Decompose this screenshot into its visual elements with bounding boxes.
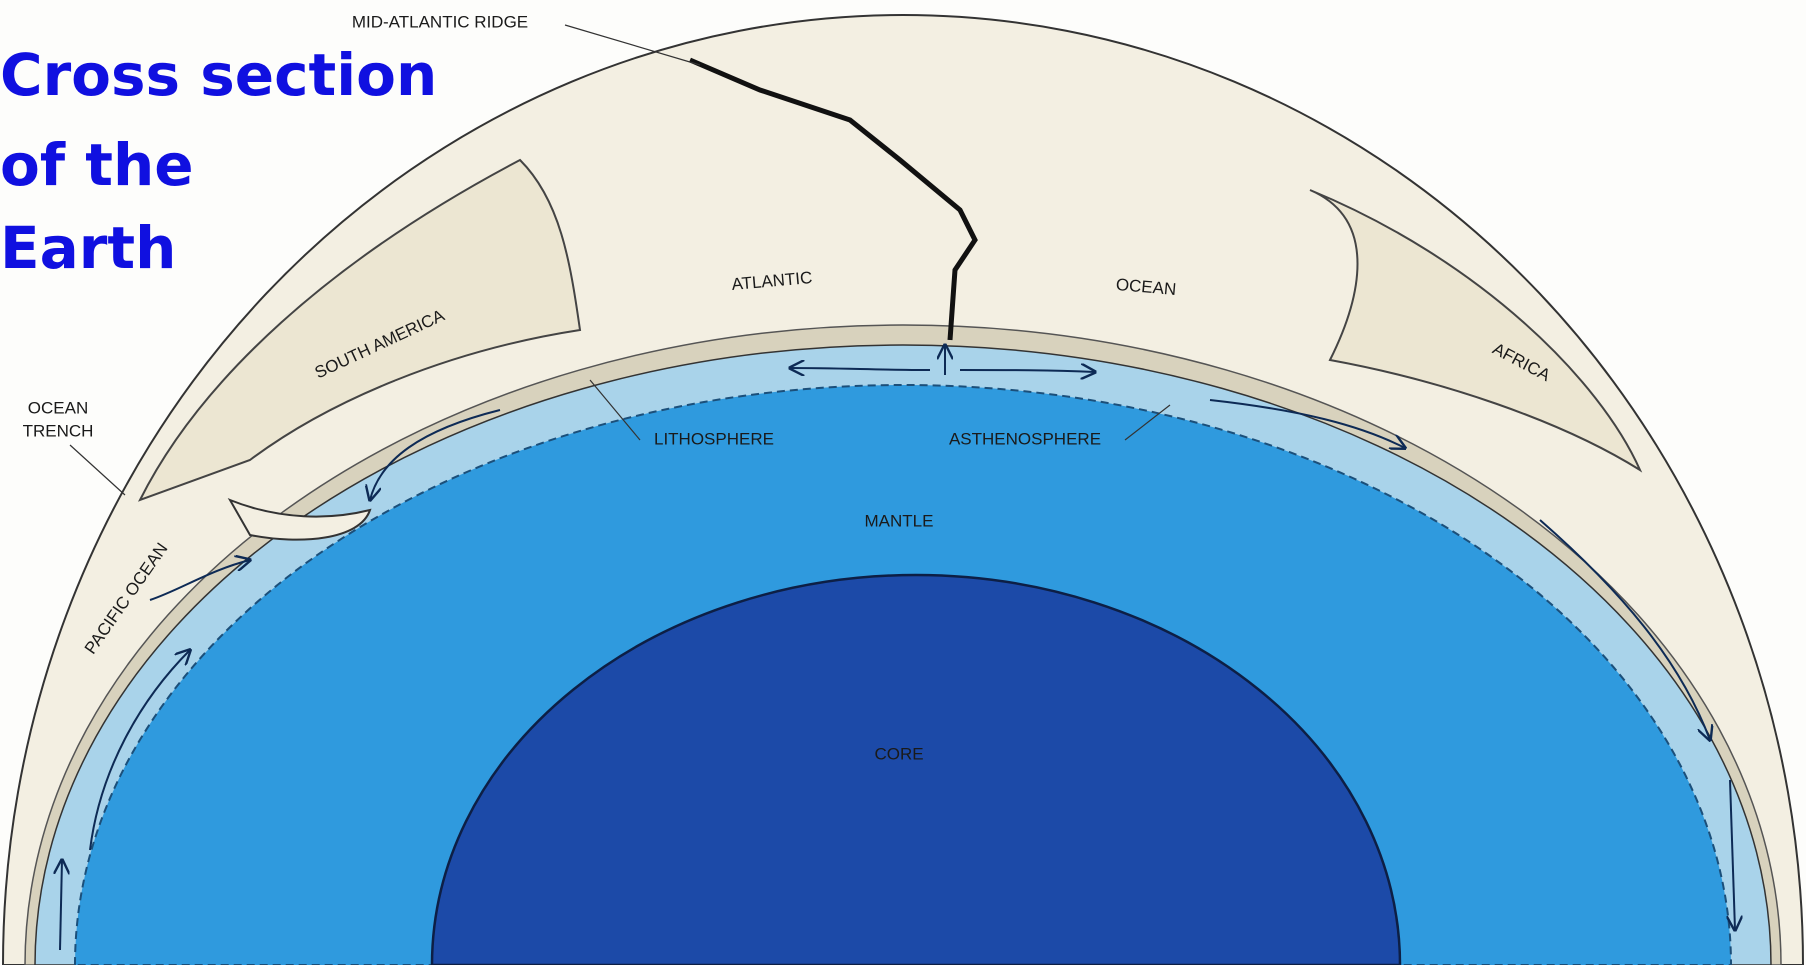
title-line: Cross section xyxy=(0,41,437,109)
layer-label: LITHOSPHERE xyxy=(654,429,774,448)
page: Cross section of the Earth MID-ATLANTIC … xyxy=(0,0,1806,965)
diagram: Cross section of the Earth MID-ATLANTIC … xyxy=(0,0,1806,965)
leader-line xyxy=(70,445,125,495)
title-line: Earth xyxy=(0,214,176,282)
trench-label: TRENCH xyxy=(23,421,94,440)
layer-label: ASTHENOSPHERE xyxy=(949,429,1101,448)
layer-label: MANTLE xyxy=(865,511,934,530)
layer-label: CORE xyxy=(874,744,923,763)
trench-label: OCEAN xyxy=(28,398,88,417)
title-line: of the xyxy=(0,131,194,199)
ridge-label: MID-ATLANTIC RIDGE xyxy=(352,12,528,31)
